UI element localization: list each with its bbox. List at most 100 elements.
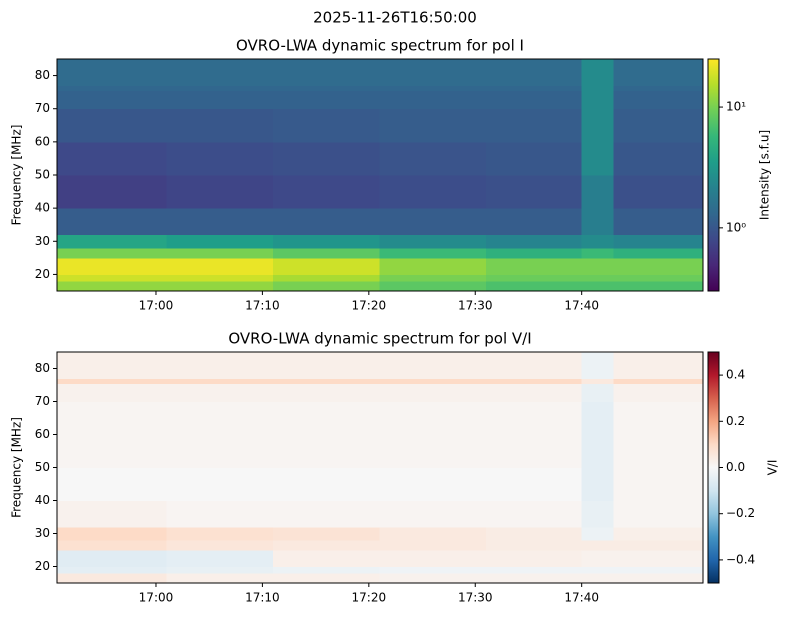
heatmap-cell <box>613 281 704 292</box>
colorbar-tick-label: 0.2 <box>726 414 745 428</box>
x-tick-label: 17:10 <box>245 591 280 605</box>
heatmap-cell <box>379 274 487 282</box>
colorbar <box>707 58 720 292</box>
heatmap-cell <box>613 208 704 236</box>
heatmap-cell <box>613 90 704 110</box>
x-tick-label: 17:00 <box>139 299 174 313</box>
heatmap-cell <box>379 234 487 249</box>
heatmap-cell <box>581 566 615 574</box>
heatmap-cell <box>581 108 615 143</box>
heatmap-cell <box>57 85 168 91</box>
heatmap-cell <box>581 175 615 209</box>
heatmap-cell <box>379 59 487 87</box>
heatmap-cell <box>57 59 168 87</box>
heatmap-cell <box>581 467 615 501</box>
heatmap-cell <box>485 108 583 143</box>
heatmap-cell <box>613 141 704 176</box>
y-tick-label: 70 <box>35 394 50 408</box>
heatmap-cell <box>57 208 168 236</box>
heatmap-cell <box>581 500 615 528</box>
heatmap-cell <box>273 383 380 402</box>
colorbar-tick-label: −0.2 <box>726 506 755 520</box>
figure-title: 2025-11-26T16:50:00 <box>313 9 477 27</box>
heatmap-cell <box>57 90 168 110</box>
heatmap-cell <box>166 573 274 584</box>
colorbar-tick-label: 10¹ <box>726 100 746 114</box>
heatmap-cell <box>166 85 274 91</box>
heatmap-cell <box>166 274 274 282</box>
heatmap-cell <box>273 108 380 143</box>
heatmap-cell <box>485 352 583 379</box>
heatmap-cell <box>581 383 615 402</box>
heatmap-cell <box>485 274 583 282</box>
heatmap-cell <box>485 234 583 249</box>
y-tick-label: 70 <box>35 101 50 115</box>
heatmap-cell <box>613 467 704 501</box>
heatmap-cell <box>166 141 274 176</box>
heatmap-cell <box>613 175 704 209</box>
colorbar-tick-label: 0.4 <box>726 368 745 382</box>
heatmap-cell <box>166 247 274 259</box>
heatmap-cell <box>485 141 583 176</box>
heatmap-cell <box>273 352 380 379</box>
heatmap-cell <box>379 467 487 501</box>
heatmap-cell <box>581 540 615 551</box>
heatmap-cell <box>57 378 168 384</box>
heatmap-cell <box>485 378 583 384</box>
heatmap-cell <box>57 500 168 528</box>
heatmap-cell <box>273 85 380 91</box>
heatmap-cell <box>485 175 583 209</box>
heatmap-cell <box>273 90 380 110</box>
heatmap-cell <box>379 257 487 275</box>
heatmap-cell <box>581 90 615 110</box>
heatmap-cell <box>273 208 380 236</box>
heatmap-cell <box>273 175 380 209</box>
y-axis-label: Frequency [MHz] <box>10 125 24 226</box>
heatmap-cell <box>273 141 380 176</box>
colorbar-label: Intensity [s.f.u] <box>758 130 772 220</box>
x-tick-label: 17:30 <box>458 591 493 605</box>
heatmap-cell <box>485 467 583 501</box>
colorbar-tick-label: 10⁰ <box>726 220 746 234</box>
colorbar-tick-label: −0.4 <box>726 552 755 566</box>
heatmap-cell <box>613 383 704 402</box>
x-tick-label: 17:30 <box>458 299 493 313</box>
heatmap-cell <box>57 141 168 176</box>
heatmap-cell <box>379 378 487 384</box>
heatmap-cell <box>166 550 274 567</box>
heatmap-cell <box>581 85 615 91</box>
heatmap-cell <box>166 281 274 292</box>
heatmap-cell <box>485 573 583 584</box>
heatmap-cell <box>613 59 704 87</box>
heatmap-cell <box>379 247 487 259</box>
heatmap-cell <box>57 566 168 574</box>
heatmap-cell <box>57 281 168 292</box>
heatmap-cell <box>613 274 704 282</box>
heatmap-cell <box>57 526 168 541</box>
heatmap-cell <box>485 257 583 275</box>
heatmap-cell <box>57 247 168 259</box>
heatmap-cell <box>379 208 487 236</box>
heatmap-cell <box>273 566 380 574</box>
heatmap-cell <box>485 401 583 435</box>
heatmap-cell <box>273 573 380 584</box>
heatmap-cell <box>166 500 274 528</box>
heatmap-cell <box>273 540 380 551</box>
y-tick-label: 50 <box>35 168 50 182</box>
heatmap-cell <box>273 401 380 435</box>
x-tick-label: 17:10 <box>245 299 280 313</box>
y-tick-label: 60 <box>35 427 50 441</box>
heatmap-cell <box>581 208 615 236</box>
heatmap-cell <box>581 247 615 259</box>
heatmap-cell <box>273 274 380 282</box>
heatmap-cell <box>379 141 487 176</box>
heatmap-cell <box>581 257 615 275</box>
heatmap-cell <box>166 257 274 275</box>
heatmap-cell <box>581 378 615 384</box>
chart-title: OVRO-LWA dynamic spectrum for pol I <box>236 37 524 55</box>
heatmap-cell <box>166 378 274 384</box>
y-tick-label: 40 <box>35 201 50 215</box>
heatmap-cell <box>379 540 487 551</box>
colorbar-label: V/I <box>766 460 780 476</box>
